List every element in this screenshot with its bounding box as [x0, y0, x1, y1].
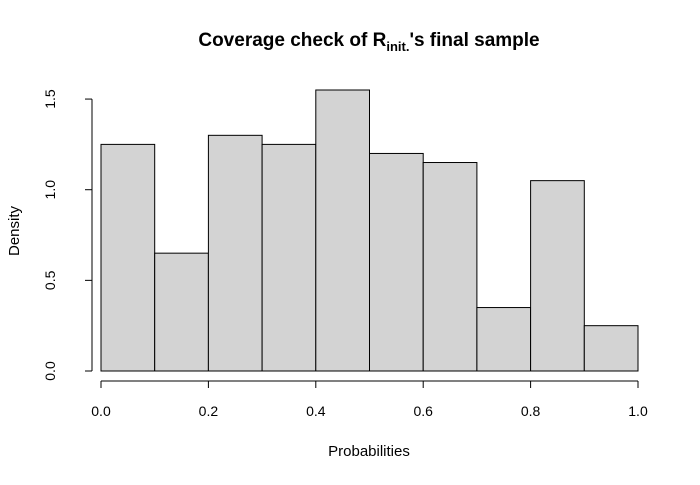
x-axis: 0.0 0.2 0.4 0.6 0.8 1.0 [91, 380, 648, 419]
x-tick-label: 0.0 [91, 403, 111, 419]
histogram-bar [207, 134, 263, 372]
histogram-bar [530, 180, 585, 372]
histogram-bar [422, 162, 478, 372]
histogram-bar [583, 325, 639, 372]
x-axis-label: Probabilities [328, 443, 410, 460]
chart-title-subscript: init. [386, 39, 409, 54]
histogram-bar [100, 143, 156, 372]
x-tick-label: 0.2 [199, 403, 219, 419]
x-tick-label: 0.6 [413, 403, 433, 419]
y-axis-label: Density [6, 205, 23, 256]
y-tick-label: 1.0 [42, 180, 58, 200]
histogram-bar [476, 307, 532, 372]
chart-title: Coverage check of Rinit.'s final sample [198, 30, 539, 54]
x-tick-label: 1.0 [628, 403, 648, 419]
chart-title-suffix: 's final sample [409, 30, 539, 51]
histogram-bar [261, 143, 317, 372]
chart-title-main: Coverage check of R [198, 30, 386, 51]
x-tick-label: 0.4 [306, 403, 326, 419]
y-tick-label: 0.5 [42, 270, 58, 290]
histogram-bar [154, 252, 209, 372]
y-axis: 0.0 0.5 1.0 1.5 [42, 89, 93, 381]
histogram-bars [100, 89, 639, 372]
x-tick-label: 0.8 [521, 403, 541, 419]
y-tick-label: 0.0 [42, 361, 58, 381]
histogram-bar [369, 152, 424, 372]
y-tick-label: 1.5 [42, 89, 58, 109]
histogram-bar [315, 89, 370, 372]
